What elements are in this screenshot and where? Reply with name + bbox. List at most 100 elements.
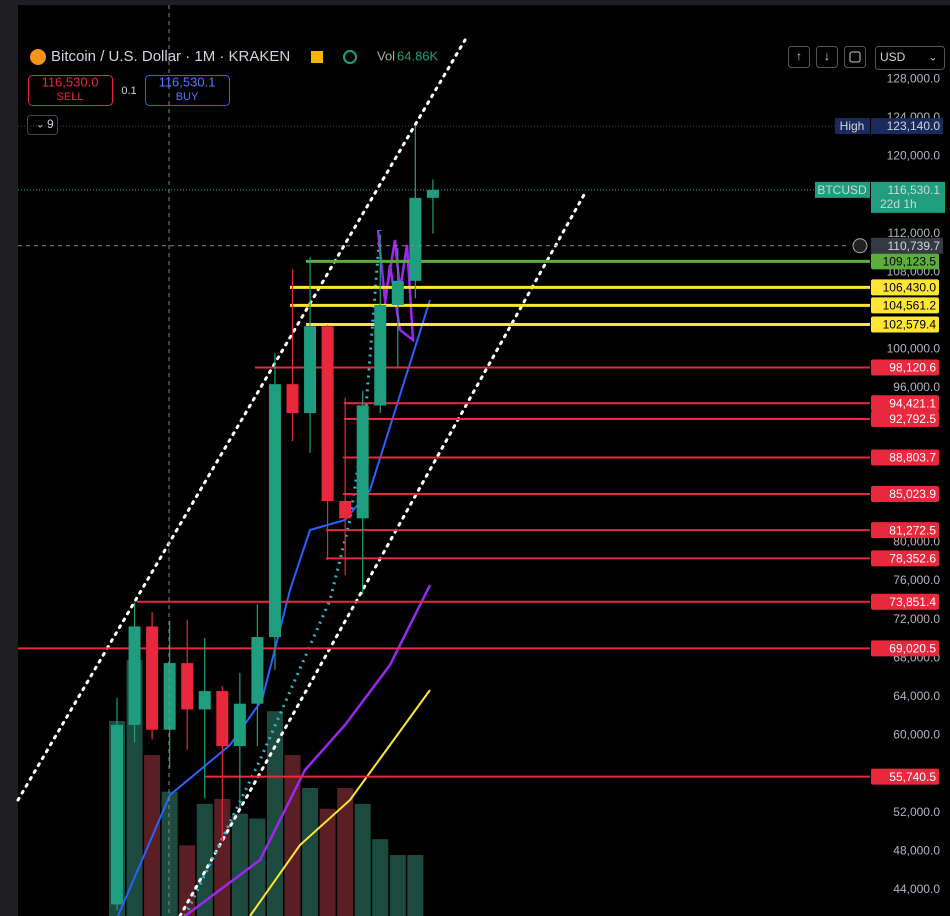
vol-value: 64.86K xyxy=(397,48,439,63)
volume-bar xyxy=(161,791,178,916)
flag[interactable] xyxy=(311,51,323,63)
level-badge xyxy=(871,550,939,567)
level-label: 94,421.1 xyxy=(889,396,936,410)
candle-body xyxy=(198,691,211,710)
level-label: 73,851.4 xyxy=(889,595,936,609)
currency-select[interactable] xyxy=(875,46,945,70)
levels-layer xyxy=(18,259,870,778)
candle-body xyxy=(426,189,439,198)
indicators-toggle[interactable] xyxy=(27,115,58,135)
candle-body xyxy=(304,326,317,414)
crosshair-badge xyxy=(871,237,943,254)
left-toolbar[interactable] xyxy=(0,0,18,916)
fullscreen-icon xyxy=(849,51,861,63)
level-label: 102,579.4 xyxy=(883,318,937,332)
level-label: 55,740.5 xyxy=(889,770,936,784)
level-label: 69,020.5 xyxy=(889,642,936,656)
top-bar xyxy=(0,0,950,5)
y-tick-label: 44,000.0 xyxy=(893,882,940,896)
level-label: 92,792.5 xyxy=(889,412,936,426)
level-label: 85,023.9 xyxy=(889,487,936,501)
high-badge xyxy=(871,118,943,135)
buy-label: BUY xyxy=(176,91,199,103)
y-tick-label: 52,000.0 xyxy=(893,805,940,819)
volume-bar xyxy=(214,798,231,916)
level-badge xyxy=(871,768,939,785)
symbol-title: Bitcoin / U.S. Dollar · 1M · KRAKEN xyxy=(51,48,290,65)
sell-label: SELL xyxy=(57,91,84,103)
y-tick-label: 112,000.0 xyxy=(888,226,941,240)
currency: USD xyxy=(880,50,906,64)
level-label: 104,561.2 xyxy=(883,299,937,313)
volume-bar xyxy=(407,855,424,916)
level-label: 106,430.0 xyxy=(883,281,937,295)
scroll-down-button[interactable] xyxy=(816,46,838,68)
volume-bar xyxy=(249,818,266,916)
candle-body xyxy=(339,500,352,519)
scroll-up-button[interactable] xyxy=(788,46,810,68)
level-badge xyxy=(871,522,939,539)
y-tick-label: 128,000.0 xyxy=(887,71,941,85)
level-label: 78,352.6 xyxy=(889,552,936,566)
dropdown-icon: ⌄ xyxy=(929,53,937,64)
last-name: BTCUSD xyxy=(817,183,867,197)
channel-line xyxy=(178,191,587,916)
candle-body xyxy=(216,691,229,747)
volume-bar xyxy=(179,845,196,916)
level-badge xyxy=(871,359,939,376)
level-badge xyxy=(871,316,939,333)
volume-bar xyxy=(354,803,371,916)
level-label: 81,272.5 xyxy=(889,523,936,537)
level-label: 88,803.7 xyxy=(889,451,936,465)
candle-body xyxy=(321,326,334,501)
high-name-badge xyxy=(835,118,870,135)
candle-body xyxy=(163,663,176,730)
down-icon: ↓ xyxy=(824,49,830,63)
level-badge xyxy=(871,297,939,314)
candle-body xyxy=(181,663,194,710)
candle-body xyxy=(251,637,264,704)
add-alert-button[interactable] xyxy=(852,238,868,254)
status-dot xyxy=(343,50,357,64)
level-badge xyxy=(871,593,939,610)
y-tick-label: 64,000.0 xyxy=(893,689,940,703)
candle-body xyxy=(356,405,369,519)
level-badge xyxy=(871,395,939,412)
channel-line xyxy=(16,38,467,802)
fullscreen-button[interactable] xyxy=(844,46,866,68)
candle-body xyxy=(391,280,404,306)
sell-button[interactable] xyxy=(28,75,113,106)
buy-button[interactable] xyxy=(145,75,230,106)
level-label: 109,123.5 xyxy=(883,255,937,269)
y-tick-label: 96,000.0 xyxy=(893,380,940,394)
volume-bar xyxy=(266,711,283,916)
last-name-badge xyxy=(815,181,870,198)
volume-bar xyxy=(302,788,319,916)
level-badge xyxy=(871,640,939,657)
level-badge xyxy=(871,449,939,466)
candle-body xyxy=(146,626,159,730)
last-label: 116,530.1 xyxy=(888,183,941,197)
candle-body xyxy=(111,724,123,905)
volume-bar xyxy=(319,808,336,916)
btc-icon xyxy=(30,49,46,65)
spread: 0.1 xyxy=(121,85,136,97)
y-tick-label: 72,000.0 xyxy=(893,612,940,626)
indicators-count: 9 xyxy=(47,117,54,131)
level-label: 98,120.6 xyxy=(889,361,936,375)
volume-bar xyxy=(196,803,213,916)
y-tick-label: 100,000.0 xyxy=(887,342,941,356)
candle-body xyxy=(128,626,141,725)
level-badge xyxy=(871,410,939,427)
ma-yellow xyxy=(249,689,431,916)
high-name: High xyxy=(840,119,865,133)
y-tick-label: 120,000.0 xyxy=(887,149,941,163)
candle-layer xyxy=(111,126,439,911)
high-label: 123,140.0 xyxy=(887,119,941,133)
y-tick-label: 60,000.0 xyxy=(893,728,940,742)
volume-bar xyxy=(284,755,301,916)
price-axis: 128,000.0124,000.0120,000.0112,000.0108,… xyxy=(18,71,945,896)
candle-body xyxy=(233,703,246,747)
vol-label: Vol xyxy=(377,48,395,63)
